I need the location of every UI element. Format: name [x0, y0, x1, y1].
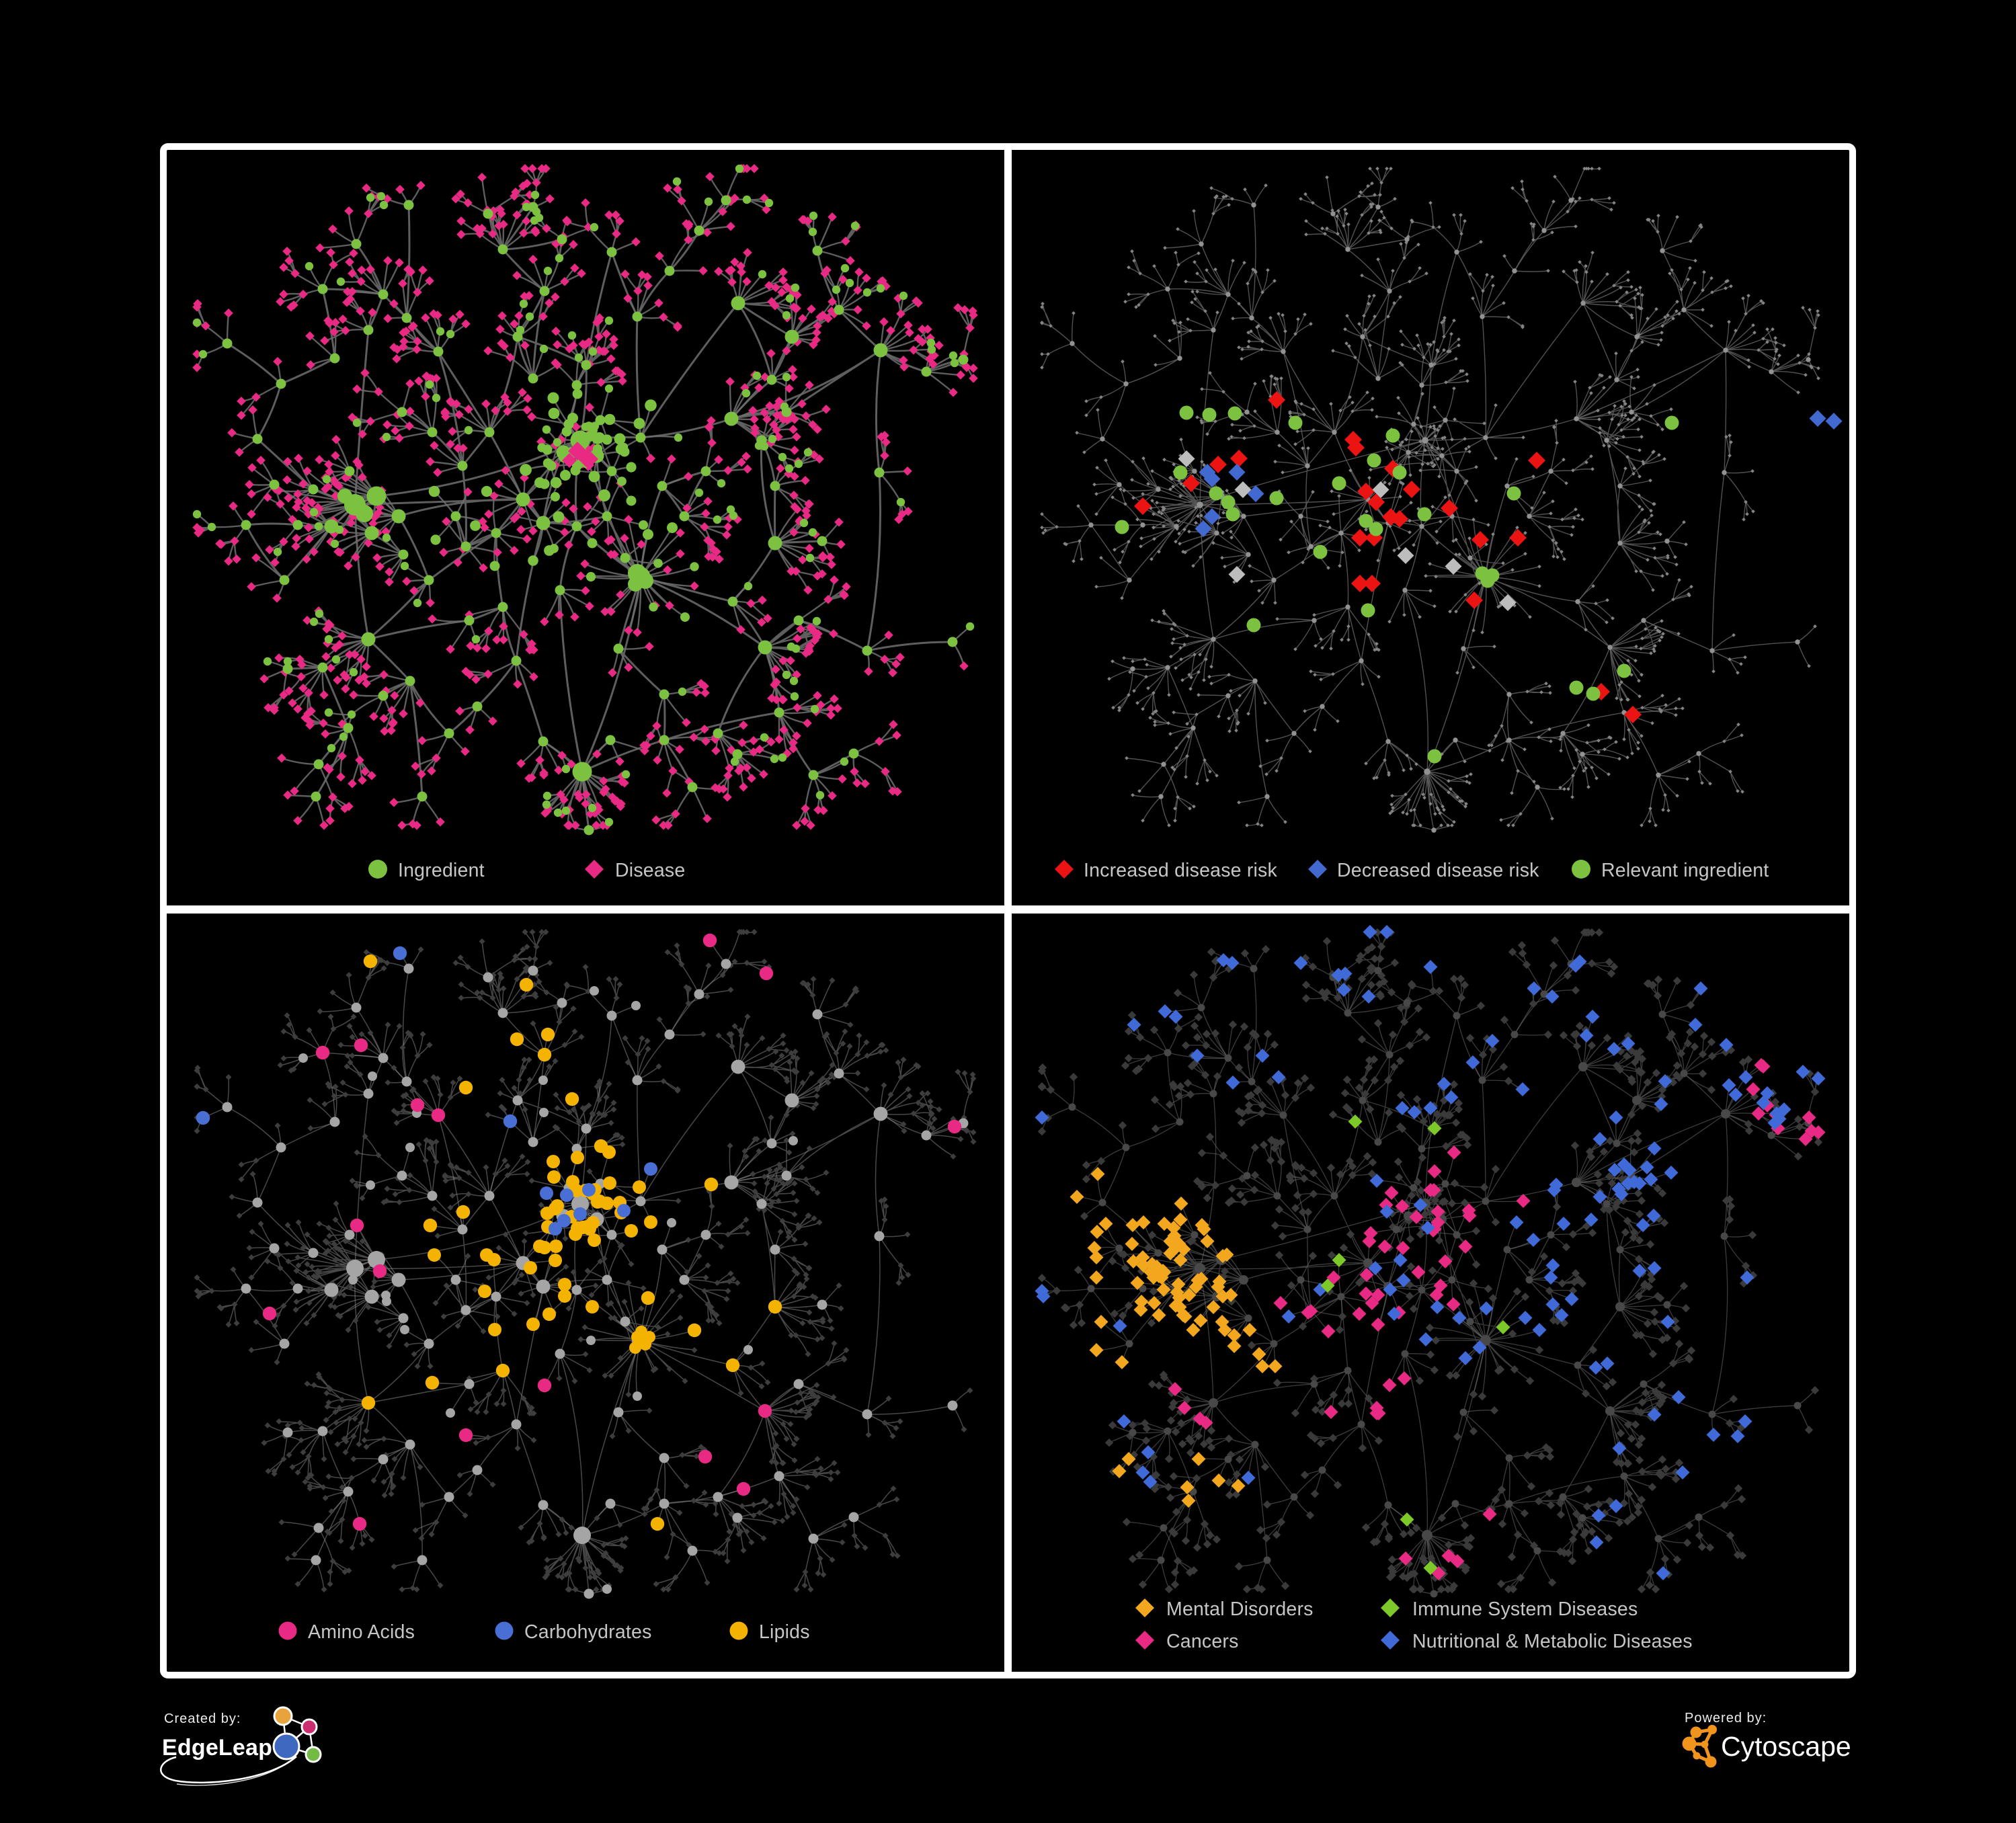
svg-text:Ingredient: Ingredient: [398, 860, 485, 881]
svg-text:Mental Disorders: Mental Disorders: [1166, 1598, 1314, 1620]
svg-text:Increased disease risk: Increased disease risk: [1084, 860, 1278, 881]
svg-text:Nutritional & Metabolic Diseas: Nutritional & Metabolic Diseases: [1412, 1631, 1693, 1652]
svg-text:Powered by:: Powered by:: [1685, 1711, 1767, 1726]
svg-text:EdgeLeap: EdgeLeap: [162, 1735, 272, 1760]
svg-text:Cancers: Cancers: [1166, 1631, 1239, 1652]
svg-text:Relevant ingredient: Relevant ingredient: [1601, 860, 1769, 881]
svg-text:Cytoscape: Cytoscape: [1721, 1731, 1851, 1762]
svg-text:Lipids: Lipids: [759, 1621, 810, 1643]
svg-text:Amino Acids: Amino Acids: [308, 1621, 415, 1643]
svg-text:Carbohydrates: Carbohydrates: [524, 1621, 652, 1643]
svg-text:Created by:: Created by:: [164, 1711, 241, 1726]
svg-text:Disease: Disease: [615, 860, 685, 881]
svg-text:Decreased disease risk: Decreased disease risk: [1337, 860, 1539, 881]
svg-text:Immune System Diseases: Immune System Diseases: [1412, 1598, 1638, 1620]
